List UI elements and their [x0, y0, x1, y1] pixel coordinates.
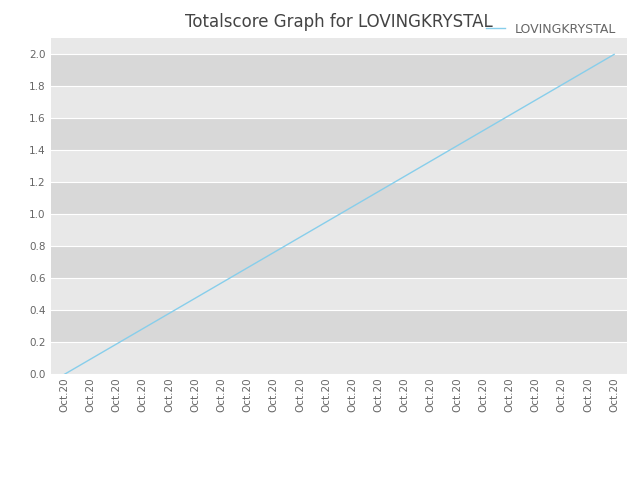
LOVINGKRYSTAL: [506, 112, 513, 118]
Line: LOVINGKRYSTAL: LOVINGKRYSTAL: [64, 54, 614, 374]
LOVINGKRYSTAL: [611, 51, 618, 57]
LOVINGKRYSTAL: [374, 189, 382, 194]
LOVINGKRYSTAL: [401, 173, 408, 179]
Bar: [51, 54, 627, 86]
LOVINGKRYSTAL: [244, 265, 252, 271]
LOVINGKRYSTAL: [270, 250, 278, 255]
LOVINGKRYSTAL: [558, 82, 566, 88]
LOVINGKRYSTAL: [86, 356, 94, 362]
LOVINGKRYSTAL: [323, 219, 330, 225]
Bar: [51, 342, 627, 374]
LOVINGKRYSTAL: [60, 372, 68, 377]
Bar: [51, 246, 627, 278]
Bar: [51, 278, 627, 311]
Title: Totalscore Graph for LOVINGKRYSTAL: Totalscore Graph for LOVINGKRYSTAL: [186, 13, 493, 31]
Legend: LOVINGKRYSTAL: LOVINGKRYSTAL: [481, 18, 621, 41]
LOVINGKRYSTAL: [218, 280, 225, 286]
Bar: [51, 311, 627, 342]
Bar: [51, 119, 627, 150]
Bar: [51, 215, 627, 246]
LOVINGKRYSTAL: [191, 295, 199, 301]
LOVINGKRYSTAL: [427, 158, 435, 164]
Bar: [51, 86, 627, 119]
LOVINGKRYSTAL: [532, 97, 540, 103]
LOVINGKRYSTAL: [348, 204, 356, 210]
LOVINGKRYSTAL: [165, 311, 173, 316]
LOVINGKRYSTAL: [113, 341, 120, 347]
Bar: [51, 150, 627, 182]
LOVINGKRYSTAL: [453, 143, 461, 149]
LOVINGKRYSTAL: [584, 67, 592, 72]
LOVINGKRYSTAL: [139, 326, 147, 332]
LOVINGKRYSTAL: [296, 234, 304, 240]
Bar: [51, 182, 627, 215]
LOVINGKRYSTAL: [479, 128, 487, 133]
